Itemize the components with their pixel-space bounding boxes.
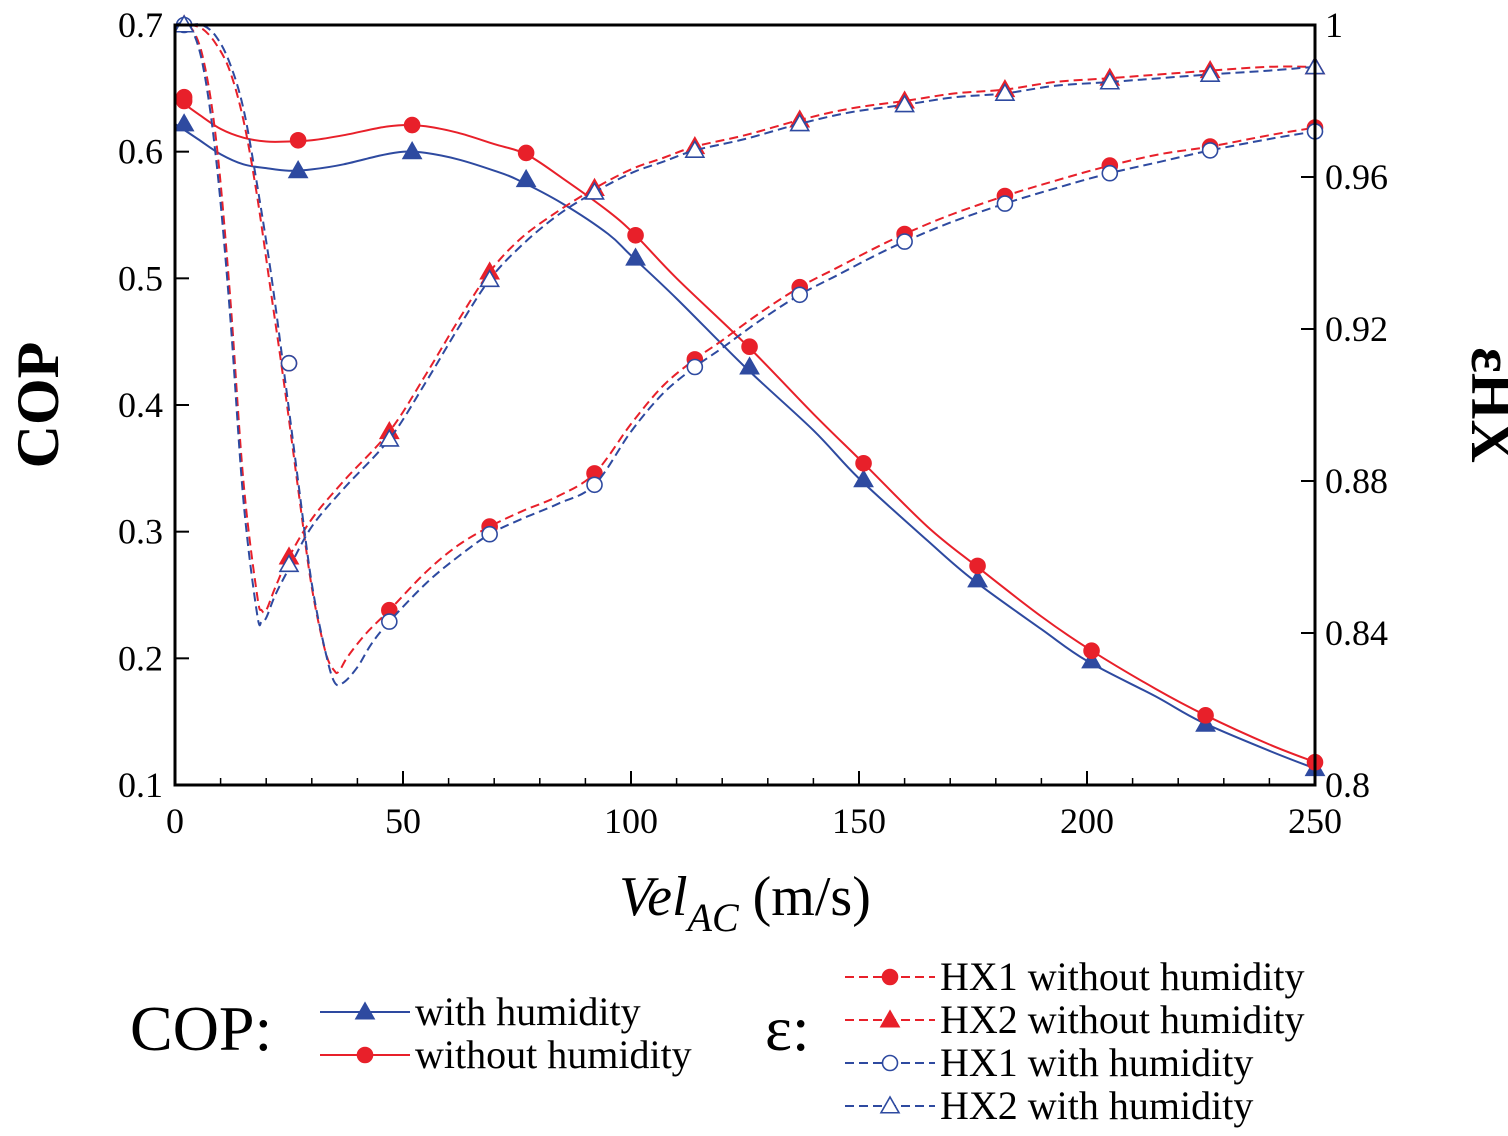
data-point [967,569,988,588]
y-left-tick-label: 0.6 [118,132,163,172]
data-point [625,247,646,266]
series-eps-hx2-without-humidity [173,14,1326,614]
series-cop-with-humidity [173,113,1326,777]
data-point [853,469,874,488]
series-line [174,122,1316,770]
data-point [381,613,398,630]
legend-swatch-marker [354,1001,376,1020]
y-right-tick-label: 0.96 [1325,157,1388,197]
data-point [996,195,1014,212]
series-layer [173,14,1326,777]
legend: COP: ε: with humidity without humidity H… [130,954,1304,1128]
legend-item-hx1-without-humidity: HX1 without humidity [940,954,1304,999]
x-tick-label: 150 [832,801,886,841]
legend-item-cop-with-humidity: with humidity [415,989,641,1034]
y-right-tick-label: 0.92 [1325,309,1388,349]
data-point [739,356,760,375]
legend-swatch-marker [881,1054,899,1072]
x-axis-title-unit: (m/s) [739,866,871,928]
data-point [280,354,298,372]
y-left-tick-label: 0.5 [118,258,163,298]
data-point [627,226,644,244]
data-point [789,113,811,132]
data-point [1201,142,1219,159]
data-point [1101,164,1119,182]
data-point [684,139,706,158]
x-tick-label: 250 [1288,801,1342,841]
legend-item-cop-without-humidity: without humidity [415,1032,692,1077]
data-point [173,113,195,132]
legend-eps-title: ε: [765,993,810,1064]
x-tick-label: 0 [166,801,184,841]
series-line [174,21,1316,614]
y-right-tick-label: 0.8 [1325,765,1370,805]
legend-swatch-marker [881,968,899,986]
data-point [1099,71,1121,90]
data-point [994,82,1016,101]
ticks-layer: 0 50 100 150 200 250 0.1 0.2 0.3 0.4 0.5 0.6 0.7 0.8 0… [118,5,1388,841]
series-line [174,23,1316,675]
data-point [686,358,704,376]
y-left-axis-title: COP [5,342,71,469]
data-point [855,454,872,472]
data-point [586,476,603,494]
y-left-tick-label: 0.4 [118,385,163,425]
data-point [481,525,498,543]
x-axis-title-main: Vel [619,866,687,928]
data-point [741,338,758,356]
legend-item-hx2-with-humidity: HX2 with humidity [940,1083,1253,1128]
data-point [584,181,605,200]
y-left-tick-label: 0.3 [118,512,163,552]
data-point [791,286,809,304]
legend-cop-title: COP: [130,993,272,1064]
data-point [175,92,193,110]
y-right-tick-label: 1 [1325,5,1343,45]
data-point [517,144,535,162]
legend-swatch-marker [879,1095,901,1114]
series-eps-hx1-with-humidity [175,16,1324,687]
x-axis-title: VelAC (m/s) [619,866,871,940]
y-right-axis-title: εHX [1459,347,1508,463]
data-point [278,553,300,573]
data-point [1197,707,1214,724]
data-point [1083,642,1100,660]
data-point [1081,650,1102,669]
y-left-tick-label: 0.1 [118,765,163,805]
y-left-tick-label: 0.2 [118,638,163,678]
legend-swatch-marker [356,1046,374,1064]
data-point [894,94,915,113]
data-point [969,557,986,575]
legend-item-hx1-with-humidity: HX1 with humidity [940,1040,1253,1085]
x-axis-title-sub: AC [685,895,740,940]
data-point [403,116,421,134]
legend-item-hx2-without-humidity: HX2 without humidity [940,997,1304,1042]
y-left-tick-label: 0.7 [118,5,163,45]
data-point [479,268,501,288]
x-tick-label: 50 [385,801,421,841]
data-point [378,428,400,447]
legend-swatches [320,968,935,1114]
data-point [289,131,307,149]
y-right-tick-label: 0.84 [1325,613,1388,653]
data-point [287,160,309,179]
x-tick-label: 200 [1060,801,1114,841]
series-eps-hx2-with-humidity [173,14,1326,627]
data-point [401,141,423,160]
data-point [515,168,537,188]
y-right-tick-label: 0.88 [1325,461,1388,501]
legend-swatch-marker [879,1009,901,1028]
x-tick-label: 100 [604,801,658,841]
series-line [175,23,1316,687]
data-point [1199,63,1221,82]
data-point [896,233,913,250]
series-line [174,96,1316,764]
series-cop-without-humidity [174,88,1324,771]
